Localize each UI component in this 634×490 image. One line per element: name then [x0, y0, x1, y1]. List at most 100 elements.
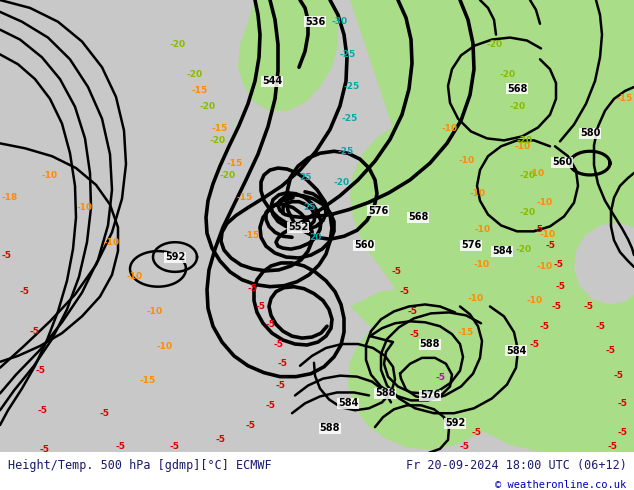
Text: -5: -5: [460, 442, 470, 451]
Text: 536: 536: [305, 17, 325, 27]
Text: 568: 568: [408, 213, 428, 222]
Text: -10: -10: [515, 142, 531, 151]
Text: -20: -20: [500, 70, 516, 78]
Text: -20: -20: [200, 102, 216, 111]
Text: -5: -5: [545, 241, 555, 250]
Text: -5: -5: [595, 322, 605, 331]
Text: -5: -5: [607, 442, 617, 451]
Text: -20: -20: [517, 136, 533, 145]
Text: -20: -20: [520, 172, 536, 180]
Text: 576: 576: [461, 240, 481, 250]
Text: -5: -5: [400, 287, 410, 296]
Text: -20: -20: [516, 245, 532, 254]
Text: 568: 568: [507, 84, 527, 94]
Text: -20: -20: [210, 136, 226, 145]
Text: -5: -5: [273, 340, 283, 348]
Text: -5: -5: [37, 406, 47, 415]
Text: -20: -20: [510, 102, 526, 111]
Text: 552: 552: [288, 222, 308, 232]
Text: -15: -15: [212, 124, 228, 133]
Text: © weatheronline.co.uk: © weatheronline.co.uk: [495, 480, 626, 490]
Text: -30: -30: [332, 17, 348, 26]
Text: -5: -5: [533, 225, 543, 234]
Text: -10: -10: [537, 263, 553, 271]
Text: -5: -5: [410, 330, 420, 339]
Text: -5: -5: [551, 302, 561, 311]
Text: -5: -5: [247, 284, 257, 293]
Text: 588: 588: [420, 339, 440, 349]
Text: -5: -5: [275, 381, 285, 390]
Text: -10: -10: [104, 238, 120, 246]
Text: 592: 592: [165, 252, 185, 262]
Text: 20: 20: [309, 233, 321, 242]
Text: -5: -5: [30, 327, 40, 336]
Text: 544: 544: [262, 76, 282, 86]
Text: -5: -5: [170, 442, 180, 451]
Text: -10: -10: [540, 230, 556, 239]
Text: -10: -10: [42, 172, 58, 180]
Text: -5: -5: [555, 282, 565, 291]
Text: -5: -5: [540, 322, 550, 331]
Text: 588: 588: [375, 389, 395, 398]
Text: -5: -5: [529, 340, 539, 348]
Text: 25: 25: [304, 203, 316, 212]
Text: -5: -5: [617, 399, 627, 408]
Text: -15: -15: [244, 231, 260, 240]
Text: 588: 588: [320, 423, 340, 433]
Text: -10: -10: [157, 342, 173, 350]
Text: -5: -5: [277, 359, 287, 368]
Text: -5: -5: [391, 268, 401, 276]
Text: -10: -10: [537, 198, 553, 207]
Text: -15: -15: [617, 95, 633, 103]
Text: -20: -20: [334, 178, 350, 187]
Text: -10: -10: [442, 124, 458, 133]
Text: -15: -15: [227, 159, 243, 168]
Text: -5: -5: [605, 346, 615, 355]
Text: -10: -10: [77, 203, 93, 212]
Text: -15: -15: [458, 328, 474, 337]
Text: -25: -25: [340, 50, 356, 59]
Text: -20: -20: [170, 40, 186, 49]
Text: 576: 576: [420, 391, 440, 400]
Text: -5: -5: [255, 302, 265, 311]
Text: -20: -20: [187, 70, 203, 78]
Text: -5: -5: [100, 409, 110, 418]
Text: -10: -10: [459, 156, 475, 165]
Text: 560: 560: [354, 240, 374, 250]
Text: -5: -5: [407, 307, 417, 316]
Text: 576: 576: [368, 206, 388, 216]
Text: -5: -5: [215, 436, 225, 444]
Text: -18: -18: [2, 193, 18, 202]
PathPatch shape: [348, 287, 515, 450]
Text: -5: -5: [245, 420, 255, 430]
Text: 584: 584: [506, 346, 526, 356]
Text: -25: -25: [338, 147, 354, 156]
Text: -25: -25: [342, 114, 358, 123]
Text: -5: -5: [35, 366, 45, 375]
Text: -10: -10: [475, 225, 491, 234]
Text: -10: -10: [127, 272, 143, 281]
Text: -10: -10: [470, 189, 486, 198]
Text: Fr 20-09-2024 18:00 UTC (06+12): Fr 20-09-2024 18:00 UTC (06+12): [406, 459, 626, 472]
Text: -15: -15: [140, 376, 156, 385]
Text: 592: 592: [445, 418, 465, 428]
Text: -15: -15: [192, 86, 208, 96]
Text: -5: -5: [435, 373, 445, 382]
Text: -10: -10: [527, 296, 543, 305]
PathPatch shape: [340, 0, 634, 452]
PathPatch shape: [238, 0, 338, 111]
Text: -5: -5: [115, 442, 125, 451]
Text: -5: -5: [40, 445, 50, 454]
Text: 580: 580: [580, 128, 600, 139]
Text: -10: -10: [147, 307, 163, 316]
Text: -5: -5: [265, 320, 275, 329]
Text: -10: -10: [468, 294, 484, 303]
Text: -15: -15: [237, 193, 253, 202]
Text: -5: -5: [617, 428, 627, 438]
Text: -5: -5: [472, 428, 482, 438]
Text: -5: -5: [20, 287, 30, 296]
Text: Height/Temp. 500 hPa [gdmp][°C] ECMWF: Height/Temp. 500 hPa [gdmp][°C] ECMWF: [8, 459, 271, 472]
Text: -5: -5: [583, 302, 593, 311]
Text: -10: -10: [529, 169, 545, 177]
Text: 584: 584: [338, 398, 358, 408]
